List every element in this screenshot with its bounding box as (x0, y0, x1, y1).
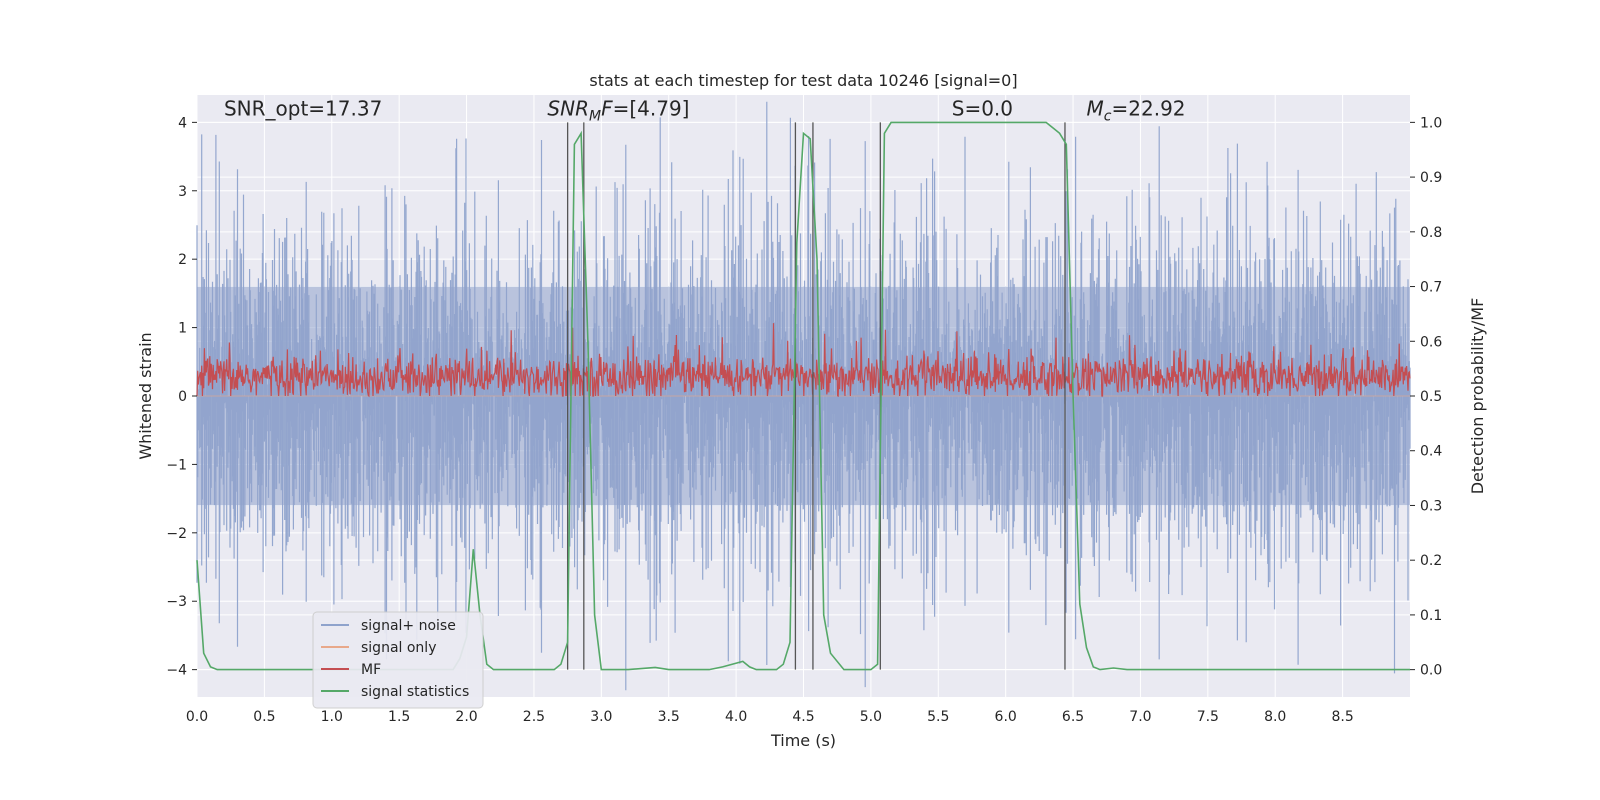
annotation-tail: =22.92 (1112, 97, 1186, 121)
y2-tick-label: 0.3 (1420, 498, 1442, 514)
x-tick-label: 0.5 (253, 709, 275, 725)
annotation-tail: F=[4.79] (601, 97, 689, 121)
y2-tick-label: 0.1 (1420, 608, 1442, 624)
mf-series (196, 323, 1411, 398)
y-tick-label: 4 (178, 115, 187, 131)
y-tick-label: −3 (166, 594, 187, 610)
y2-tick-label: 0.6 (1420, 334, 1442, 350)
x-tick-label: 5.0 (860, 709, 882, 725)
x-tick-label: 6.5 (1062, 709, 1084, 725)
y-tick-label: 1 (178, 321, 187, 337)
annotation: SNR_opt=17.37 (224, 97, 382, 121)
x-tick-label: 4.0 (725, 709, 747, 725)
y-axis-label: Whitened strain (136, 332, 155, 459)
x-tick-label: 7.5 (1197, 709, 1219, 725)
x-tick-label: 3.0 (590, 709, 612, 725)
x-tick-label: 2.5 (523, 709, 545, 725)
x-tick-label: 8.5 (1331, 709, 1353, 725)
y2-tick-label: 0.0 (1420, 663, 1442, 679)
legend-label: signal+ noise (361, 618, 456, 634)
x-tick-label: 7.0 (1129, 709, 1151, 725)
annotation-base: SNR (547, 97, 589, 121)
x-tick-label: 2.0 (455, 709, 477, 725)
y2-tick-label: 0.7 (1420, 280, 1442, 296)
y2-tick-label: 0.4 (1420, 444, 1442, 460)
y-tick-label: −2 (166, 526, 187, 542)
legend-box (312, 611, 484, 709)
x-tick-label: 8.0 (1264, 709, 1286, 725)
signal-statistics-line (196, 121, 1410, 671)
y2-tick-label: 1.0 (1420, 115, 1442, 131)
annotation-tail-italic: F (601, 97, 613, 121)
axes: 0.0 0.5 1.0 1.5 2.0 2.5 3.0 3.5 4.0 4.5 5.0 5.5 6.0 6… (166, 115, 1442, 725)
annotations: SNR_opt=17.37 SNRMF=[4.79] S=0.0 Mc=22.92 (224, 97, 1186, 125)
annotation-subscript: c (1104, 109, 1112, 125)
y-tick-label: −1 (166, 457, 187, 473)
y-tick-label: 2 (178, 252, 187, 268)
annotation-base: M (1087, 97, 1104, 121)
x-tick-label: 4.5 (792, 709, 814, 725)
annotation: S=0.0 (952, 97, 1013, 121)
y2-tick-label: 0.2 (1420, 553, 1442, 569)
x-tick-label: 5.5 (927, 709, 949, 725)
legend-label: signal statistics (361, 684, 469, 700)
x-tick-label: 1.0 (321, 709, 343, 725)
x-tick-label: 0.0 (186, 709, 208, 725)
legend-label: MF (361, 662, 381, 678)
x-tick-label: 6.0 (995, 709, 1017, 725)
legend: signal+ noise signal only MF signal statist… (312, 611, 484, 709)
annotation-subscript: M (589, 109, 601, 125)
mf-line (196, 323, 1411, 398)
y2-axis-label: Detection probability/MF (1468, 298, 1487, 495)
x-axis-label: Time (s) (770, 731, 836, 750)
x-tick-label: 3.5 (658, 709, 680, 725)
legend-label: signal only (361, 640, 436, 656)
y-tick-label: 3 (178, 184, 187, 200)
chart-title: stats at each timestep for test data 102… (589, 71, 1017, 90)
y-tick-label: −4 (166, 663, 187, 679)
signal-statistics-series (196, 121, 1410, 671)
y2-tick-label: 0.9 (1420, 170, 1442, 186)
y2-tick-label: 0.5 (1420, 389, 1442, 405)
y-tick-label: 0 (178, 389, 187, 405)
annotation: SNRMF=[4.79] (547, 97, 689, 125)
annotation: Mc=22.92 (1087, 97, 1186, 125)
x-tick-label: 1.5 (388, 709, 410, 725)
y2-tick-label: 0.8 (1420, 225, 1442, 241)
